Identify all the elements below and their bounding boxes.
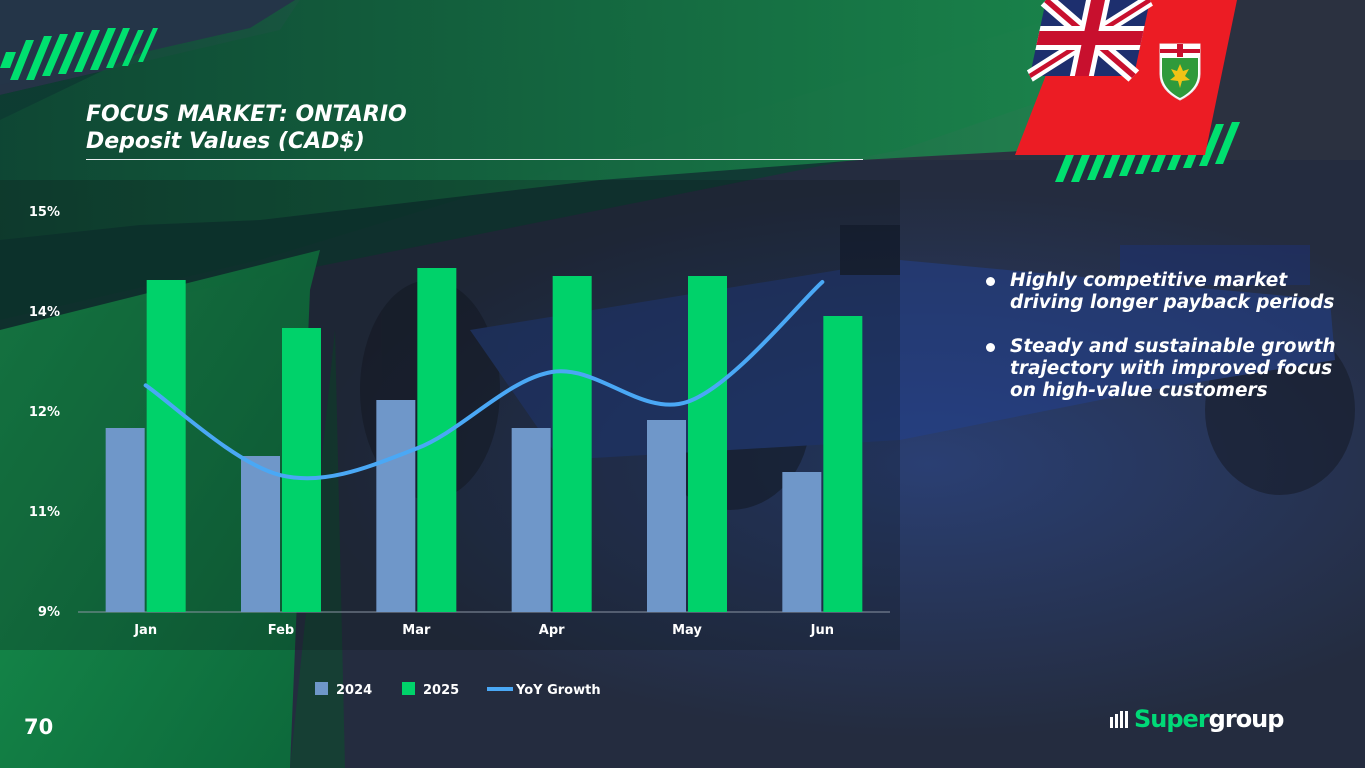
bar-2024 (647, 420, 686, 612)
bar-2025 (823, 316, 863, 612)
title-line-2: Deposit Values (CAD$) (86, 129, 365, 154)
bullet-list: Highly competitive market driving longer… (985, 270, 1355, 424)
ontario-shield-icon (1159, 43, 1201, 101)
bullet-dot-icon (986, 343, 995, 352)
logo-bars-icon (1110, 710, 1128, 728)
logo-wordmark: Supergroup (1134, 705, 1285, 733)
x-tick-label: Feb (268, 623, 294, 638)
bar-2025 (688, 276, 727, 612)
bullet-text: Highly competitive market driving longer… (1010, 270, 1335, 313)
bullet-item: Highly competitive market driving longer… (985, 270, 1355, 314)
logo-part-1: Super (1134, 705, 1210, 733)
race-car-photo (360, 225, 1355, 510)
slide-title: FOCUS MARKET: ONTARIO Deposit Values (CA… (86, 101, 407, 155)
bullet-item: Steady and sustainable growth trajectory… (985, 336, 1355, 402)
bar-2025 (282, 328, 321, 612)
yoy-growth-line (143, 280, 825, 481)
y-tick-label: 12% (29, 405, 60, 420)
legend-swatch (402, 682, 415, 695)
bullet-text: Steady and sustainable growth trajectory… (1010, 336, 1336, 401)
title-underline (86, 159, 863, 160)
bar-2024 (782, 472, 822, 612)
legend-label: YoY Growth (515, 683, 601, 698)
bar-2024 (376, 400, 416, 612)
bullet-dot-icon (986, 277, 995, 286)
bar-2024 (105, 428, 145, 612)
x-tick-label: Mar (402, 623, 431, 638)
legend-label: 2024 (336, 683, 372, 698)
y-tick-label: 11% (29, 505, 60, 520)
supergroup-logo: Supergroup (1110, 703, 1285, 735)
logo-part-2: group (1208, 705, 1285, 733)
bar-2024 (241, 456, 280, 612)
legend-swatch (315, 682, 328, 695)
x-tick-label: May (672, 623, 702, 638)
y-tick-label: 14% (29, 305, 60, 320)
y-tick-label: 9% (38, 605, 60, 620)
bar-2024 (511, 428, 551, 612)
union-jack-icon (1026, 0, 1153, 82)
y-tick-label: 15% (29, 205, 60, 220)
page-number: 70 (24, 715, 54, 739)
bar-2025 (146, 280, 186, 612)
title-line-1: FOCUS MARKET: ONTARIO (86, 102, 407, 127)
x-tick-label: Jan (133, 623, 157, 638)
x-tick-label: Jun (810, 623, 834, 638)
x-tick-label: Apr (539, 623, 565, 638)
bar-2025 (552, 276, 592, 612)
legend-label: 2025 (423, 683, 459, 698)
stripes-top-left (0, 28, 158, 80)
